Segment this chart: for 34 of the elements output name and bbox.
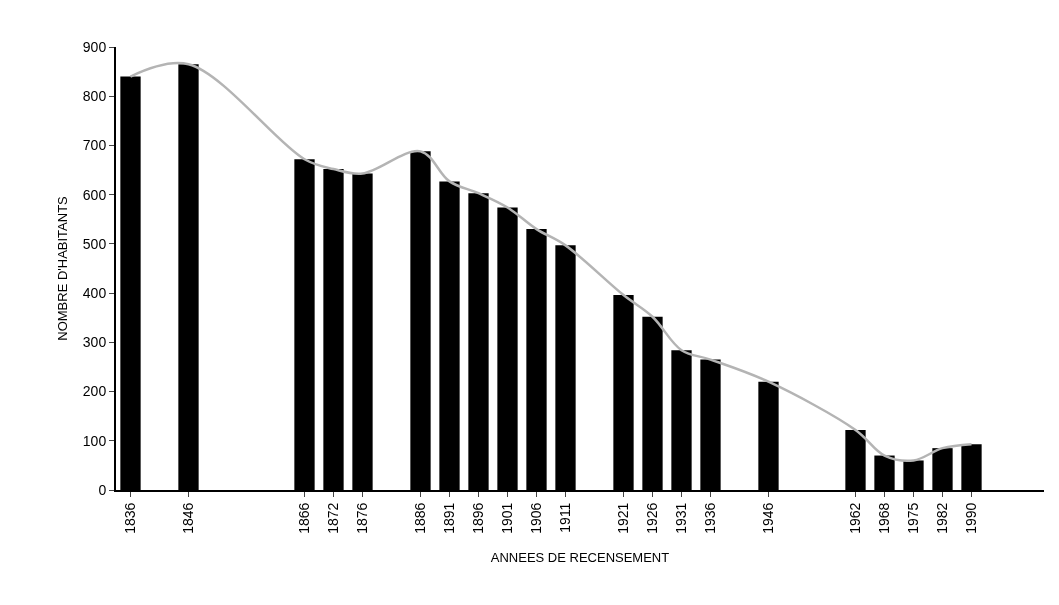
y-tick-label: 400 <box>82 285 107 302</box>
x-tick-label: 1906 <box>528 502 545 534</box>
x-tick-label: 1896 <box>470 502 487 534</box>
x-tick-label: 1921 <box>615 502 632 534</box>
x-tick-label: 1872 <box>325 502 342 534</box>
x-tick-label: 1911 <box>557 502 574 533</box>
x-tick-label: 1931 <box>673 502 690 534</box>
x-tick-label: 1866 <box>296 502 313 534</box>
y-tick-label: 500 <box>82 235 107 252</box>
x-tick-label: 1926 <box>644 502 661 534</box>
x-tick-label: 1968 <box>876 502 893 534</box>
x-tick-label: 1982 <box>934 502 951 534</box>
x-tick-label: 1846 <box>180 502 197 534</box>
y-tick-label: 900 <box>82 38 107 55</box>
y-tick-label: 800 <box>82 88 107 105</box>
y-tick-label: 600 <box>82 186 107 203</box>
x-tick-label: 1975 <box>905 502 922 534</box>
x-tick-label: 1886 <box>412 502 429 534</box>
x-tick-label: 1936 <box>702 502 719 534</box>
x-tick-label: 1990 <box>963 502 980 534</box>
y-tick-label: 0 <box>98 481 107 498</box>
line-series <box>129 61 973 462</box>
x-tick-label: 1946 <box>760 502 777 534</box>
x-axis-title: ANNEES DE RECENSEMENT <box>490 549 670 565</box>
y-axis-title: NOMBRE D'HABITANTS <box>55 195 71 341</box>
x-tick-label: 1962 <box>847 502 864 534</box>
y-tick-label: 700 <box>82 137 107 154</box>
y-tick-label: 100 <box>82 432 107 449</box>
x-tick-label: 1891 <box>441 502 458 534</box>
y-tick-label: 300 <box>82 334 107 351</box>
x-tick-label: 1901 <box>499 502 516 534</box>
x-tick-label: 1876 <box>354 502 371 534</box>
y-tick-label: 200 <box>82 383 107 400</box>
x-tick-label: 1836 <box>122 502 139 534</box>
